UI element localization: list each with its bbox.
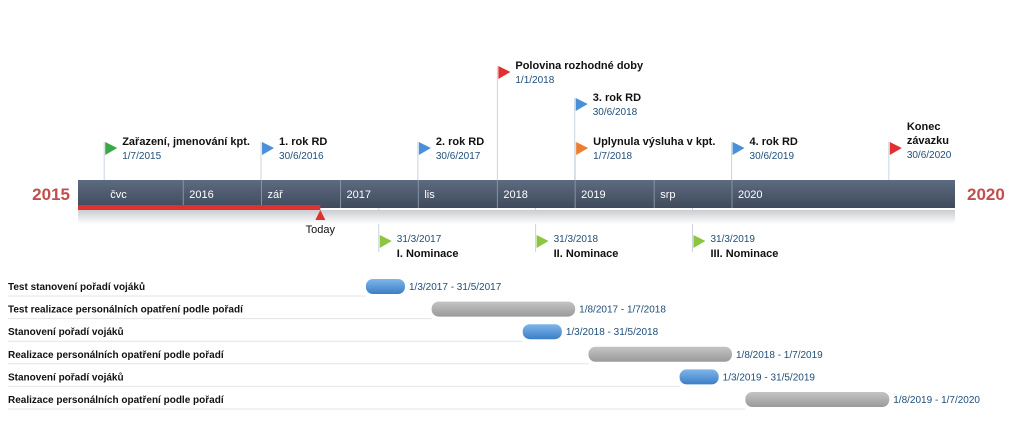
milestone-title: Konec: [907, 121, 941, 133]
nomination-flag-icon: [693, 235, 706, 248]
today-label: Today: [306, 224, 336, 236]
axis-tick-label: lis: [424, 189, 435, 201]
task-label: Realizace personálních opatření podle po…: [8, 395, 225, 406]
milestone-flag-icon: [498, 66, 511, 79]
milestone-date: 30/6/2018: [593, 107, 638, 118]
milestone-title: závazku: [907, 135, 949, 147]
task-bar: [431, 301, 576, 317]
task-date-range: 1/8/2019 - 1/7/2020: [893, 395, 980, 406]
timeline-axis-bar: [78, 180, 955, 208]
nomination-date: 31/3/2017: [397, 234, 442, 245]
task-date-range: 1/3/2018 - 31/5/2018: [566, 327, 659, 338]
axis-tick-label: 2020: [738, 189, 762, 201]
task-date-range: 1/8/2017 - 1/7/2018: [579, 305, 666, 316]
task-bar: [365, 279, 405, 294]
task-bar: [679, 369, 719, 385]
nomination-flag-icon: [536, 235, 549, 248]
milestone-flag-icon: [418, 142, 431, 155]
axis-tick-label: čvc: [110, 189, 127, 201]
milestone-layer: Zařazení, jmenování kpt. 1/7/2015 1. rok R…: [105, 60, 952, 260]
milestone-flag-icon: [732, 142, 745, 155]
milestone-date: 30/6/2017: [436, 151, 481, 162]
task-label: Stanovení pořadí vojáků: [8, 326, 124, 338]
task-label: Stanovení pořadí vojáků: [8, 371, 124, 383]
milestone-date: 1/1/2018: [515, 75, 554, 86]
end-year-label: 2020: [967, 185, 1005, 204]
milestone-title: Polovina rozhodné doby: [515, 60, 644, 72]
milestone-flag-icon: [105, 142, 118, 155]
milestone-date: 1/7/2015: [122, 151, 161, 162]
nomination-title: II. Nominace: [554, 248, 619, 260]
task-layer: Test stanovení pořadí vojáků 1/3/2017 - 3…: [8, 279, 980, 407]
milestone-date: 30/6/2016: [279, 151, 324, 162]
milestone-flag-icon: [576, 142, 589, 155]
milestone-flag-icon: [889, 142, 902, 155]
milestone-title: 1. rok RD: [279, 136, 327, 148]
task-date-range: 1/3/2019 - 31/5/2019: [723, 372, 816, 383]
milestone-title: 2. rok RD: [436, 136, 484, 148]
today-progress-bar: [78, 205, 321, 210]
today-marker-icon: [315, 210, 326, 220]
grid-layer: [8, 66, 890, 410]
axis-layer: 2015 2020 čvc 2016 zář 2017 lis 2018 2019 srp 2020…: [32, 180, 1005, 236]
milestone-flag-icon: [575, 98, 588, 111]
milestone-flag-icon: [262, 142, 275, 155]
task-label: Test realizace personálních opatření pod…: [8, 305, 244, 316]
axis-tick-label: zář: [267, 189, 283, 201]
milestone-date: 30/6/2019: [750, 151, 795, 162]
axis-tick-label: 2016: [189, 189, 213, 201]
task-label: Test stanovení pořadí vojáků: [8, 281, 145, 293]
milestone-title: 4. rok RD: [750, 136, 798, 148]
nomination-date: 31/3/2019: [710, 234, 755, 245]
nomination-title: III. Nominace: [710, 248, 778, 260]
task-label: Realizace personálních opatření podle po…: [8, 350, 225, 361]
milestone-title: Uplynula výsluha v kpt.: [593, 136, 715, 148]
milestone-date: 1/7/2018: [593, 151, 632, 162]
axis-tick-label: 2018: [503, 189, 527, 201]
nomination-title: I. Nominace: [397, 248, 459, 260]
start-year-label: 2015: [32, 185, 70, 204]
milestone-title: Zařazení, jmenování kpt.: [122, 136, 250, 148]
milestone-date: 30/6/2020: [907, 150, 952, 161]
task-date-range: 1/8/2018 - 1/7/2019: [736, 350, 823, 361]
nomination-flag-icon: [379, 235, 392, 248]
task-bar: [522, 324, 562, 340]
axis-tick-label: 2017: [347, 189, 371, 201]
task-bar: [745, 392, 890, 407]
timeline-axis-shadow: [78, 210, 955, 224]
milestone-title: 3. rok RD: [593, 92, 641, 104]
axis-tick-label: srp: [660, 189, 675, 201]
nomination-date: 31/3/2018: [554, 234, 599, 245]
task-bar: [588, 346, 732, 362]
task-date-range: 1/3/2017 - 31/5/2017: [409, 282, 502, 293]
axis-tick-label: 2019: [581, 189, 605, 201]
